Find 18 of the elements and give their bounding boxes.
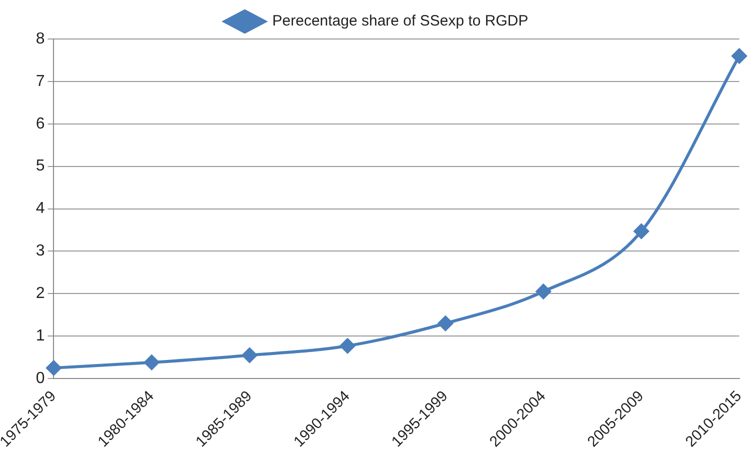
point	[732, 48, 747, 64]
y-tick-label: 6	[36, 115, 45, 132]
y-tick-label: 0	[36, 370, 45, 387]
point	[340, 338, 356, 354]
point	[46, 360, 62, 376]
point	[634, 224, 649, 239]
y-tick-label: 1	[36, 328, 45, 345]
legend-label: Perecentage share of SSexp to RGDP	[272, 12, 528, 30]
point	[144, 354, 160, 370]
y-tick-label: 3	[36, 242, 45, 260]
y-tick-label: 8	[36, 30, 45, 48]
point	[242, 348, 258, 363]
y-tick-label: 2	[36, 285, 45, 302]
point	[438, 316, 453, 331]
y-tick-label: 7	[36, 72, 45, 90]
y-tick-label: 5	[36, 158, 45, 175]
point	[536, 284, 551, 300]
y-tick-label: 4	[36, 200, 45, 218]
